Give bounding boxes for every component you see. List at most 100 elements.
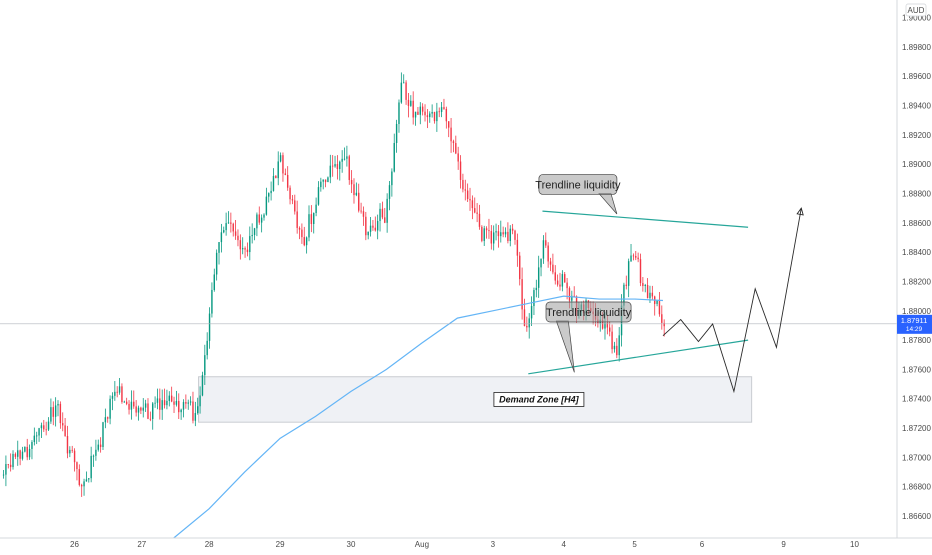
candle bbox=[476, 203, 478, 223]
candle bbox=[426, 108, 429, 129]
candle bbox=[561, 270, 564, 292]
candle bbox=[163, 388, 166, 409]
candle bbox=[630, 244, 632, 263]
price-tick-label: 1.88600 bbox=[902, 219, 931, 228]
candle bbox=[52, 401, 54, 426]
current-price-value: 1.87911 bbox=[901, 316, 928, 325]
candle bbox=[71, 445, 73, 453]
candle bbox=[107, 416, 109, 423]
candle bbox=[625, 275, 628, 290]
candle bbox=[523, 298, 526, 327]
candle bbox=[5, 455, 7, 487]
candle bbox=[45, 421, 47, 436]
time-tick-label: 29 bbox=[276, 540, 285, 549]
candle bbox=[204, 344, 206, 385]
candle bbox=[663, 319, 665, 337]
candle bbox=[651, 285, 654, 301]
candle bbox=[310, 205, 313, 233]
moving-average-layer bbox=[173, 295, 664, 539]
candle-countdown: 14:29 bbox=[906, 326, 923, 333]
candle bbox=[62, 412, 64, 432]
candle bbox=[78, 464, 81, 487]
candle bbox=[206, 332, 208, 360]
candle bbox=[40, 422, 43, 438]
candle bbox=[159, 388, 161, 420]
upper-trendline[interactable] bbox=[542, 210, 749, 228]
candle bbox=[469, 187, 471, 211]
callout-trendline-liquidity-upper[interactable]: Trendline liquidity bbox=[535, 174, 621, 215]
candle bbox=[258, 206, 260, 225]
candle bbox=[483, 225, 485, 246]
candle bbox=[268, 192, 270, 203]
candle bbox=[429, 111, 431, 123]
candle bbox=[189, 396, 192, 406]
currency-label: AUD bbox=[908, 6, 925, 15]
candle bbox=[504, 227, 507, 238]
callout-trendline-liquidity-lower[interactable]: Trendline liquidity bbox=[545, 301, 632, 373]
candle bbox=[111, 392, 114, 411]
time-tick-label: 6 bbox=[700, 540, 705, 549]
candle bbox=[99, 437, 102, 453]
candle bbox=[152, 402, 154, 430]
candle bbox=[343, 147, 346, 161]
candle bbox=[251, 223, 253, 244]
candle bbox=[296, 200, 298, 234]
price-tick-label: 1.87200 bbox=[902, 424, 931, 433]
candle bbox=[194, 401, 197, 427]
demand-zone-label: Demand Zone [H4] bbox=[499, 394, 580, 404]
time-tick-labels: 26 27 28 29 30 Aug 3 4 5 6 9 10 bbox=[70, 540, 859, 549]
candle bbox=[256, 212, 258, 237]
candle bbox=[658, 291, 661, 317]
price-tick-label: 1.86800 bbox=[902, 483, 931, 492]
projection-path[interactable] bbox=[662, 208, 802, 394]
candle bbox=[481, 225, 483, 243]
candle bbox=[2, 469, 5, 479]
candle bbox=[116, 386, 118, 398]
price-tick-label: 1.88400 bbox=[902, 248, 931, 257]
time-tick-label: 3 bbox=[491, 540, 496, 549]
price-tick-labels: 1.90000 1.89800 1.89600 1.89400 1.89200 1.890… bbox=[902, 14, 931, 521]
candle bbox=[540, 258, 542, 277]
candle bbox=[403, 74, 405, 84]
candle bbox=[346, 145, 348, 167]
candle bbox=[313, 212, 315, 234]
candle bbox=[104, 408, 107, 429]
candle bbox=[130, 390, 133, 420]
price-tick-label: 1.88800 bbox=[902, 190, 931, 199]
candle bbox=[12, 450, 14, 470]
candle bbox=[239, 234, 242, 260]
candle bbox=[208, 307, 211, 349]
current-price-tag: 1.87911 14:29 bbox=[897, 314, 932, 334]
candle bbox=[384, 207, 386, 224]
candle bbox=[554, 265, 556, 285]
candle bbox=[118, 377, 121, 395]
candle bbox=[372, 219, 374, 231]
candle bbox=[355, 182, 358, 197]
lower-trendline[interactable] bbox=[528, 339, 749, 375]
candle bbox=[535, 279, 538, 298]
candle bbox=[66, 425, 69, 459]
time-axis[interactable]: 26 27 28 29 30 Aug 3 4 5 6 9 10 bbox=[0, 537, 932, 550]
candle bbox=[303, 226, 305, 247]
candle bbox=[85, 471, 88, 482]
candle bbox=[161, 389, 163, 420]
candle bbox=[92, 454, 95, 467]
candle bbox=[336, 155, 339, 180]
candle bbox=[440, 101, 443, 118]
candle bbox=[83, 478, 85, 496]
candle bbox=[282, 152, 284, 182]
candle bbox=[80, 483, 83, 497]
candle bbox=[156, 388, 159, 410]
candle bbox=[215, 249, 218, 281]
candle bbox=[175, 390, 178, 407]
candle bbox=[211, 282, 213, 318]
candle bbox=[526, 316, 528, 332]
price-axis[interactable]: 1.90000 1.89800 1.89600 1.89400 1.89200 1.890… bbox=[896, 0, 932, 538]
candle bbox=[514, 229, 516, 245]
time-tick-label: 28 bbox=[205, 540, 214, 549]
time-tick-label: 10 bbox=[850, 540, 859, 549]
candle bbox=[530, 296, 533, 326]
candle bbox=[317, 181, 320, 206]
price-tick-label: 1.87000 bbox=[902, 453, 931, 462]
